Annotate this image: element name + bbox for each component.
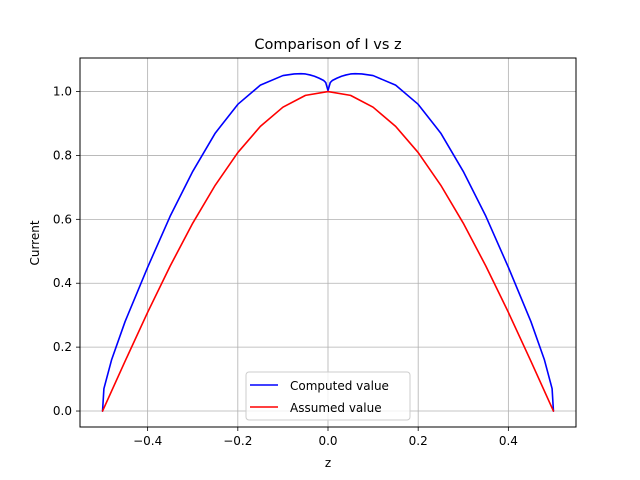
y-tick-label: 0.8 xyxy=(53,148,72,162)
legend: Computed value Assumed value xyxy=(245,371,411,421)
x-tick-label: 0.0 xyxy=(318,434,337,448)
y-tick-label: 0.6 xyxy=(53,212,72,226)
y-axis-label: Current xyxy=(28,220,42,265)
chart-title: Comparison of I vs z xyxy=(254,37,401,53)
x-tick-label: 0.2 xyxy=(409,434,428,448)
y-tick-label: 1.0 xyxy=(53,85,72,99)
legend-frame xyxy=(245,371,411,421)
x-tick-label: 0.4 xyxy=(499,434,518,448)
series-line-assumed xyxy=(101,90,555,412)
legend-label-assumed: Assumed value xyxy=(290,401,382,415)
series-layer xyxy=(101,72,555,412)
tick-layer: −0.4 −0.2 0.0 0.2 0.4 0.0 0.2 0.4 0.6 0.8 1.0 xyxy=(53,85,518,448)
legend-label-computed: Computed value xyxy=(290,379,389,393)
y-tick-label: 0.4 xyxy=(53,276,72,290)
y-tick-label: 0.0 xyxy=(53,404,72,418)
y-tick-label: 0.2 xyxy=(53,340,72,354)
x-tick-label: −0.4 xyxy=(133,434,162,448)
x-axis-label: z xyxy=(325,456,331,470)
series-line-computed xyxy=(101,72,555,412)
x-tick-label: −0.2 xyxy=(223,434,252,448)
